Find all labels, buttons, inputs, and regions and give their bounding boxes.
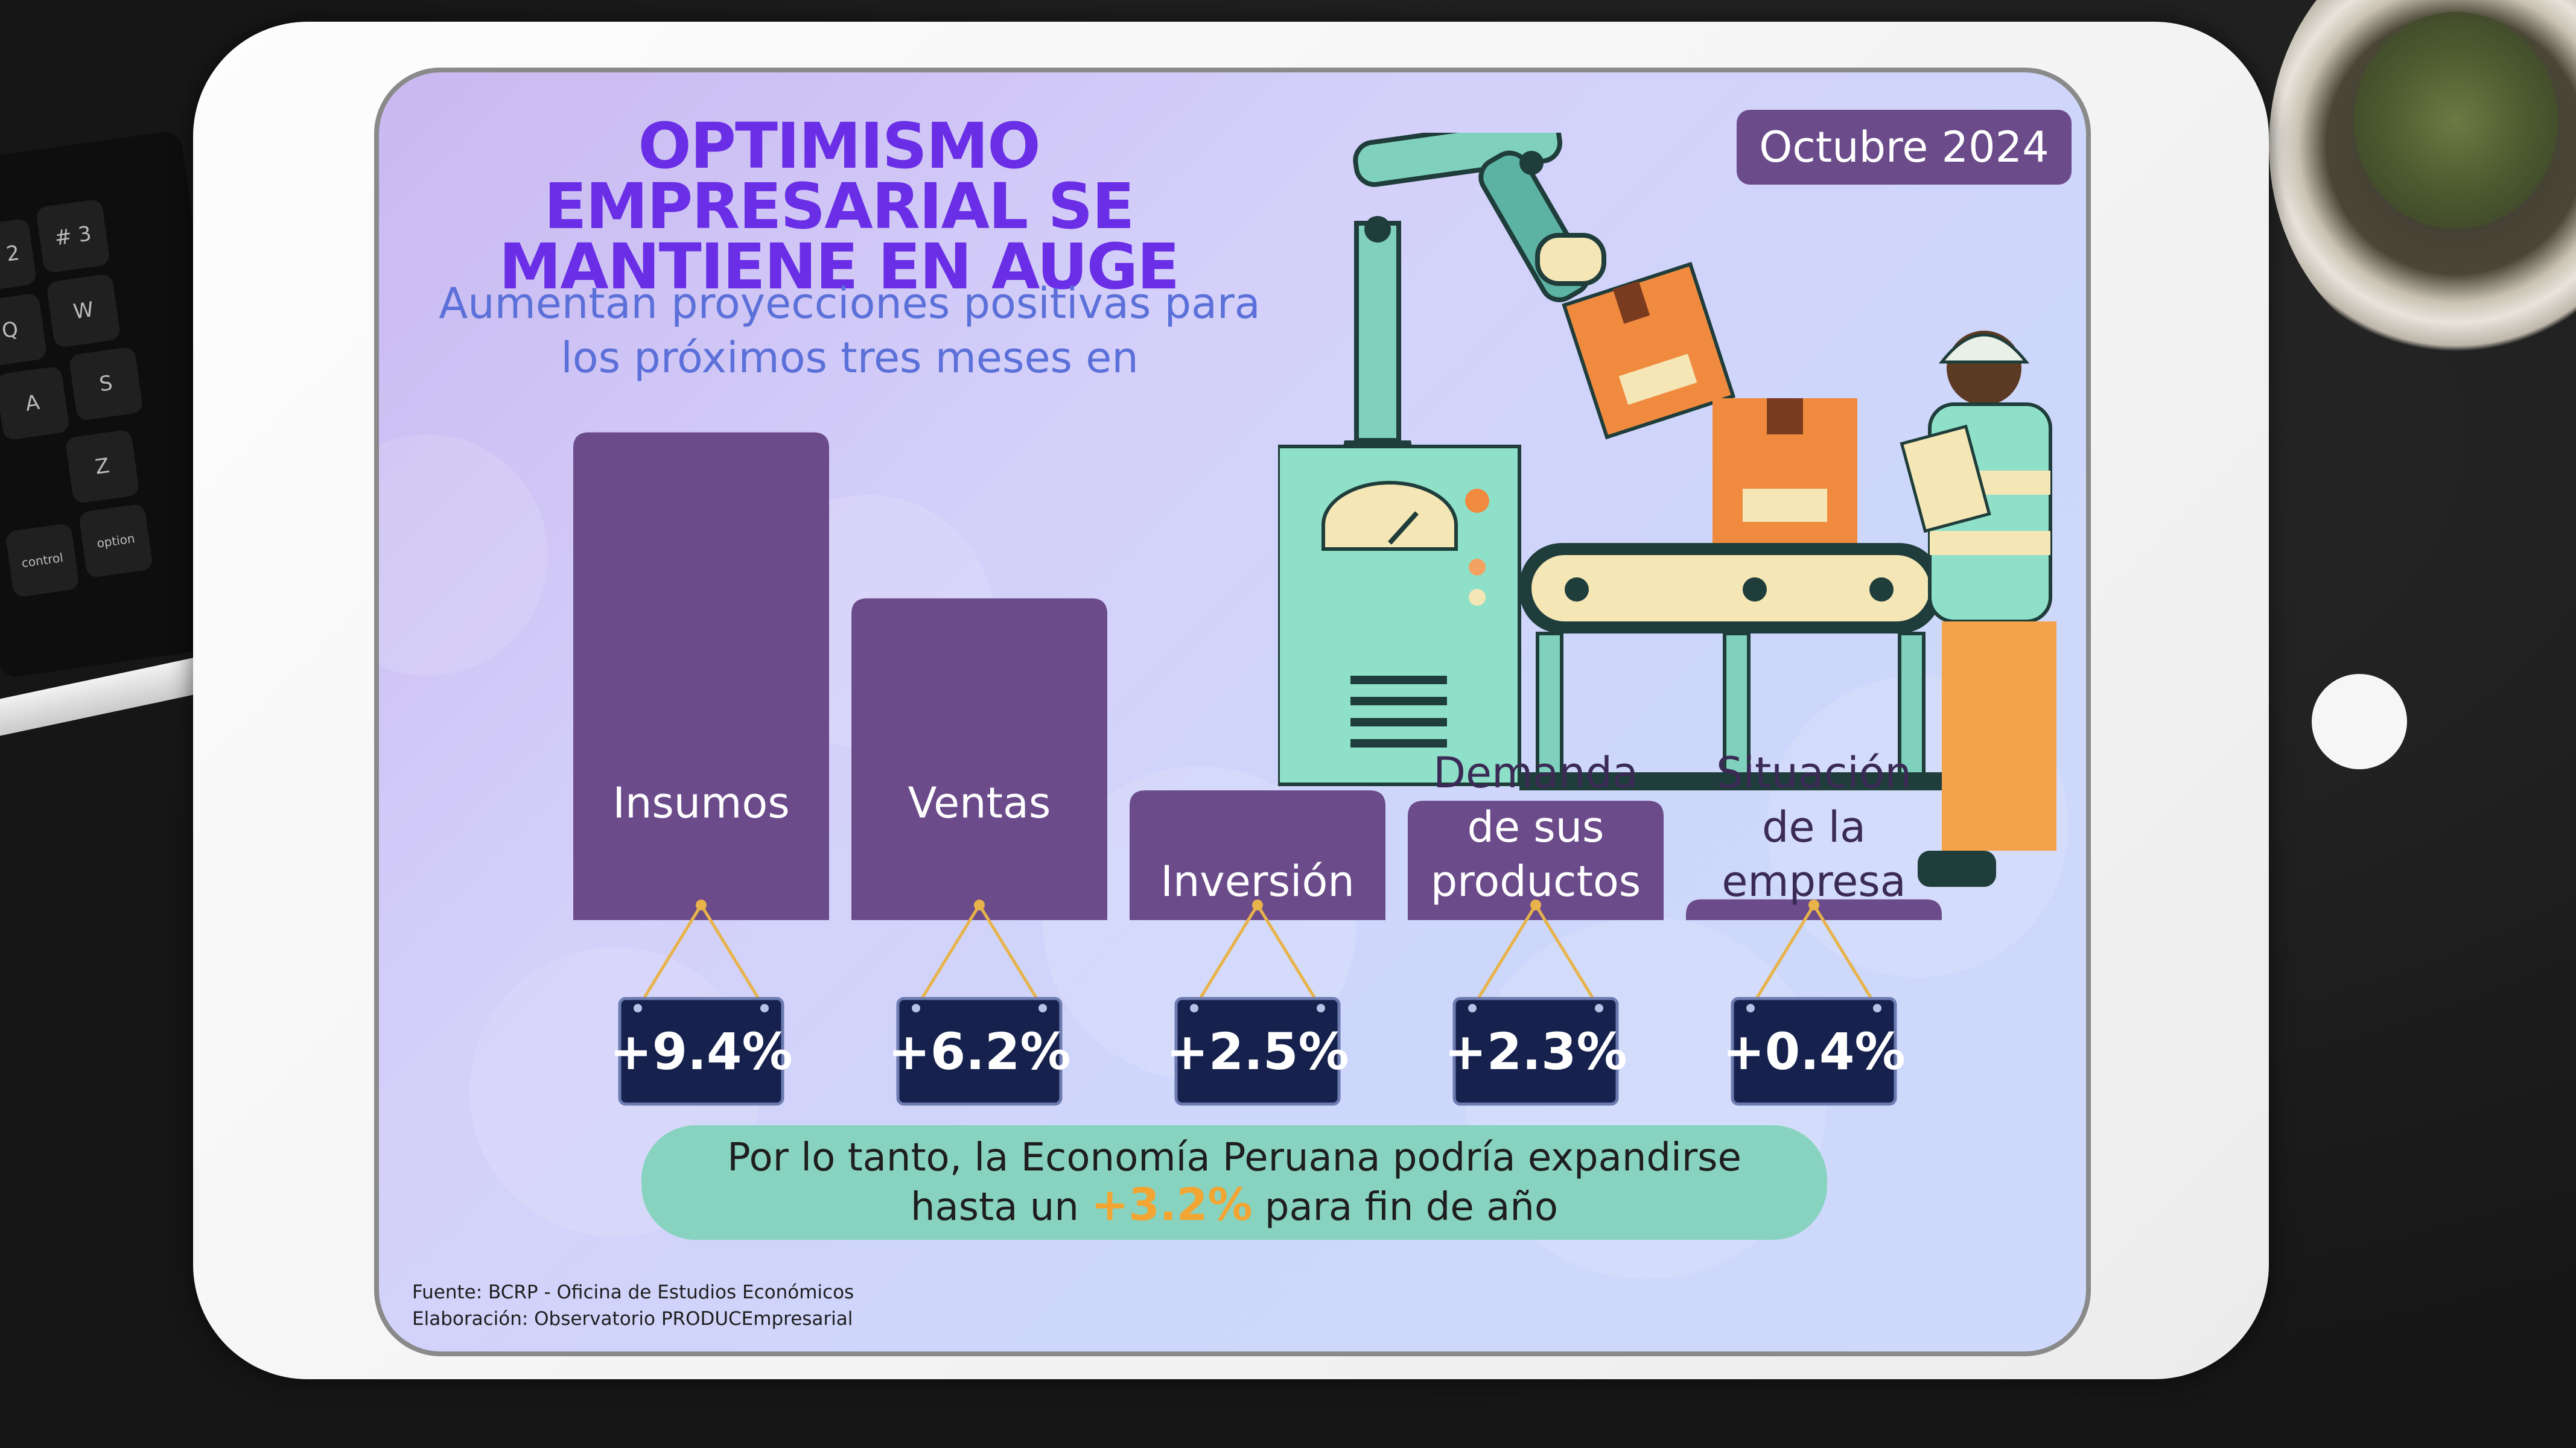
tag-pin xyxy=(634,1004,642,1012)
factory-illustration xyxy=(1278,133,2056,887)
bar-category-label: Demanda xyxy=(1433,748,1638,798)
bar-category-label: Inversión xyxy=(1160,857,1354,906)
worker-icon xyxy=(1900,331,2056,887)
tag-pin xyxy=(1468,1004,1477,1012)
tag-pin xyxy=(912,1004,920,1012)
tag-pin xyxy=(1317,1004,1325,1012)
keyboard-key: control xyxy=(5,522,80,598)
tag-pin xyxy=(1595,1004,1603,1012)
hanger-string xyxy=(1749,904,1816,1009)
box-icon xyxy=(1562,262,1736,440)
bar xyxy=(1408,801,1664,920)
keyboard-key: Q xyxy=(0,293,48,368)
bar-category-label: Insumos xyxy=(612,778,789,828)
cactus-plant xyxy=(2353,12,2559,229)
percentage-value: +9.4% xyxy=(609,1022,792,1081)
hanger-string xyxy=(1471,904,1538,1009)
source-line: Elaboración: Observatorio PRODUCEmpresar… xyxy=(412,1308,853,1330)
percentage-tag xyxy=(1174,997,1341,1106)
tag-pin xyxy=(1873,1004,1881,1012)
hanger-string xyxy=(636,904,703,1009)
keyboard-key: S xyxy=(68,346,144,422)
keyboard-key: A xyxy=(0,366,70,441)
page-title: OPTIMISMO EMPRESARIAL SE MANTIENE EN AUG… xyxy=(416,109,1261,303)
chart-subtitle: Aumentan proyecciones positivas para los… xyxy=(397,276,1302,385)
hanger-string xyxy=(1192,904,1259,1009)
bar-category-label: productos xyxy=(1431,857,1641,906)
title-line: OPTIMISMO EMPRESARIAL SE xyxy=(544,109,1135,243)
hanger-string xyxy=(1534,904,1601,1009)
percentage-value: +2.5% xyxy=(1166,1022,1349,1081)
conclusion-text: hasta un xyxy=(910,1185,1092,1230)
source-note: Fuente: BCRP - Oficina de Estudios Econó… xyxy=(412,1279,854,1332)
hanger-string xyxy=(978,904,1045,1009)
conclusion-banner: Por lo tanto, la Economía Peruana podría… xyxy=(641,1125,1827,1240)
percentage-value: +6.2% xyxy=(888,1022,1070,1081)
source-line: Fuente: BCRP - Oficina de Estudios Econó… xyxy=(412,1281,854,1303)
bar xyxy=(573,432,829,920)
home-button[interactable] xyxy=(2308,670,2411,773)
percentage-tag xyxy=(1452,997,1619,1106)
date-badge: Octubre 2024 xyxy=(1737,110,2072,185)
bar xyxy=(1130,790,1385,920)
bar-category-label: Ventas xyxy=(908,778,1051,828)
conclusion-text: para fin de año xyxy=(1252,1185,1559,1230)
bar-category-label: de sus xyxy=(1467,802,1604,852)
tag-pin xyxy=(1746,1004,1755,1012)
subtitle-line: Aumentan proyecciones positivas para xyxy=(439,279,1261,328)
hanger-string xyxy=(1812,904,1879,1009)
box-icon xyxy=(1713,398,1857,543)
infographic-screen: OPTIMISMO EMPRESARIAL SE MANTIENE EN AUG… xyxy=(374,68,2091,1356)
bar xyxy=(851,598,1107,920)
hanger-string xyxy=(914,904,981,1009)
gauge-icon xyxy=(1278,445,1521,786)
conveyor-icon xyxy=(1519,543,1954,790)
keyboard-key: option xyxy=(78,503,154,579)
hanger-string xyxy=(1256,904,1323,1009)
bar-chart: Insumos +9.4% Ventas +6.2% Inversión +2.5% Dem… xyxy=(573,432,1942,1106)
percentage-tag xyxy=(896,997,1063,1106)
subtitle-line: los próximos tres meses en xyxy=(561,333,1139,383)
keyboard-key: @ 2 xyxy=(0,218,37,293)
percentage-tag xyxy=(1731,997,1897,1106)
keyboard-key: # 3 xyxy=(35,198,111,274)
keyboard-key: W xyxy=(46,273,121,349)
tag-pin xyxy=(760,1004,769,1012)
conclusion-line: Por lo tanto, la Economía Peruana podría… xyxy=(727,1135,1741,1180)
percentage-value: +2.3% xyxy=(1444,1022,1627,1081)
bar-category-label: de la xyxy=(1762,802,1866,852)
title-line: MANTIENE EN AUGE xyxy=(498,230,1180,303)
bar-category-label: Situación xyxy=(1716,748,1912,798)
tag-pin xyxy=(1038,1004,1047,1012)
conclusion-line: hasta un +3.2% para fin de año xyxy=(641,1181,1827,1231)
keyboard-key: Z xyxy=(65,429,140,504)
percentage-value: +0.4% xyxy=(1722,1022,1905,1081)
bar-category-label: empresa xyxy=(1722,857,1906,906)
growth-highlight: +3.2% xyxy=(1091,1179,1253,1231)
tag-pin xyxy=(1190,1004,1198,1012)
hanger-string xyxy=(699,904,766,1009)
percentage-tag xyxy=(618,997,784,1106)
